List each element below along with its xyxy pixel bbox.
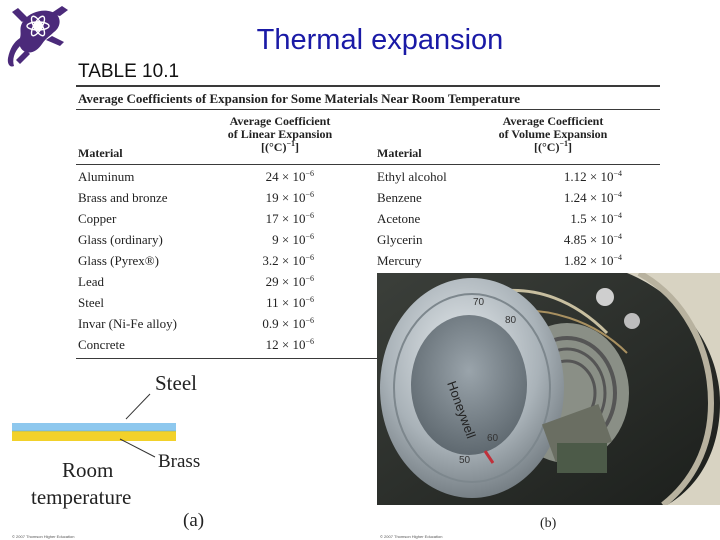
brass-pointer-line [119, 438, 156, 458]
volume-coefficient-cell: 1.5 × 10−4 [570, 211, 622, 226]
volume-coefficient-cell: 1.82 × 10−4 [563, 253, 622, 268]
header-volume-expansion: Average Coefficient of Volume Expansion … [498, 114, 608, 154]
dial-number: 80 [505, 315, 517, 326]
linear-coefficient-cell: 24 × 10−6 [265, 169, 314, 184]
panel-a-credit: © 2007 Thomson Higher Education [12, 534, 75, 539]
steel-label: Steel [155, 371, 197, 395]
left-material-cell: Invar (Ni-Fe alloy) [78, 316, 177, 331]
table-caption: Average Coefficients of Expansion for So… [78, 91, 521, 106]
linear-coefficient-cell: 9 × 10−6 [272, 232, 314, 247]
linear-coefficient-cell: 19 × 10−6 [265, 190, 314, 205]
panel-a-label: (a) [183, 510, 205, 531]
right-material-cell: Glycerin [377, 232, 423, 247]
linear-coefficient-cell: 0.9 × 10−6 [262, 316, 314, 331]
right-material-cell: Benzene [377, 190, 422, 205]
right-material-cell: Mercury [377, 253, 422, 268]
dial-number: 70 [473, 297, 485, 308]
left-material-cell: Glass (Pyrex®) [78, 253, 160, 268]
steel-pointer-line [125, 393, 151, 420]
header-rule [76, 164, 660, 165]
left-material-cell: Concrete [78, 337, 125, 352]
dial-number: 60 [487, 433, 499, 444]
left-material-cell: Brass and bronze [78, 190, 168, 205]
left-material-cell: Aluminum [78, 169, 135, 184]
temperature-label: temperature [31, 485, 132, 509]
volume-coefficient-cell: 4.85 × 10−4 [563, 232, 622, 247]
brass-label: Brass [158, 451, 201, 472]
left-material-cell: Lead [78, 274, 104, 289]
linear-coefficient-cell: 17 × 10−6 [265, 211, 314, 226]
header-material-left: Material [78, 146, 123, 160]
linear-coefficient-cell: 11 × 10−6 [266, 295, 314, 310]
left-material-cell: Steel [78, 295, 104, 310]
panel-b-credit: © 2007 Thomson Higher Education [380, 534, 443, 539]
table-label: TABLE 10.1 [78, 61, 180, 82]
volume-coefficient-cell: 1.24 × 10−4 [563, 190, 622, 205]
lizard-logo-icon [7, 6, 68, 67]
bimetallic-strip-diagram [12, 393, 176, 458]
room-label: Room [62, 458, 114, 482]
left-material-cell: Copper [78, 211, 117, 226]
table-top-rule [76, 85, 660, 87]
dial-number: 50 [459, 455, 471, 466]
slide-title: Thermal expansion [256, 24, 504, 56]
right-material-cell: Ethyl alcohol [377, 169, 447, 184]
caption-rule [76, 109, 660, 110]
thermostat-photo: Honeywell 70 80 60 50 [377, 273, 720, 505]
right-material-cell: Acetone [377, 211, 421, 226]
linear-coefficient-cell: 29 × 10−6 [265, 274, 314, 289]
header-material-right: Material [377, 146, 422, 160]
brass-strip [12, 431, 176, 441]
left-material-cell: Glass (ordinary) [78, 232, 163, 247]
table-bottom-rule [76, 358, 660, 359]
linear-coefficient-cell: 3.2 × 10−6 [262, 253, 314, 268]
volume-coefficient-cell: 1.12 × 10−4 [563, 169, 622, 184]
panel-b-label: (b) [540, 516, 557, 531]
header-linear-expansion: Average Coefficient of Linear Expansion … [227, 114, 333, 154]
steel-strip [12, 423, 176, 431]
linear-coefficient-cell: 12 × 10−6 [265, 337, 314, 352]
